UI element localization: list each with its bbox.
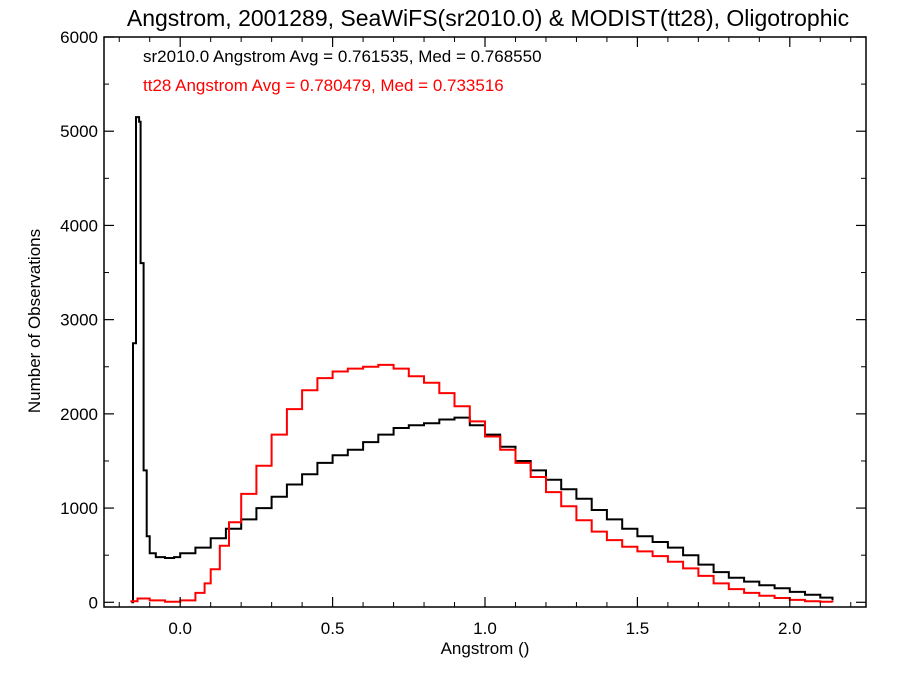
chart-title: Angstrom, 2001289, SeaWiFS(sr2010.0) & M… <box>127 5 849 31</box>
x-tick-label: 2.0 <box>778 619 802 638</box>
y-tick-label: 6000 <box>60 28 98 47</box>
y-tick-label: 1000 <box>60 499 98 518</box>
y-tick-label: 2000 <box>60 405 98 424</box>
series-line-tt28 <box>130 363 834 603</box>
series-line-sr2010-0 <box>131 116 834 604</box>
y-axis-label: Number of Observations <box>25 229 44 413</box>
x-axis-label: Angstrom () <box>441 639 530 658</box>
x-tick-label: 0.0 <box>168 619 192 638</box>
x-tick-label: 1.5 <box>626 619 650 638</box>
y-tick-label: 0 <box>89 593 98 612</box>
plot-area <box>103 36 867 608</box>
y-tick-label: 3000 <box>60 311 98 330</box>
legend-entry-tt28: tt28 Angstrom Avg = 0.780479, Med = 0.73… <box>143 76 504 95</box>
axes-layer: 0.0 0.5 1.0 1.5 2.0 0 1000 2000 3000 4000 5000 6000 <box>60 28 866 638</box>
x-tick-label: 1.0 <box>473 619 497 638</box>
x-tick-label: 0.5 <box>321 619 345 638</box>
y-tick-label: 5000 <box>60 122 98 141</box>
y-tick-label: 4000 <box>60 216 98 235</box>
legend-entry-sr2010: sr2010.0 Angstrom Avg = 0.761535, Med = … <box>143 47 542 66</box>
series-layer <box>130 116 834 604</box>
plot-frame <box>103 36 867 608</box>
